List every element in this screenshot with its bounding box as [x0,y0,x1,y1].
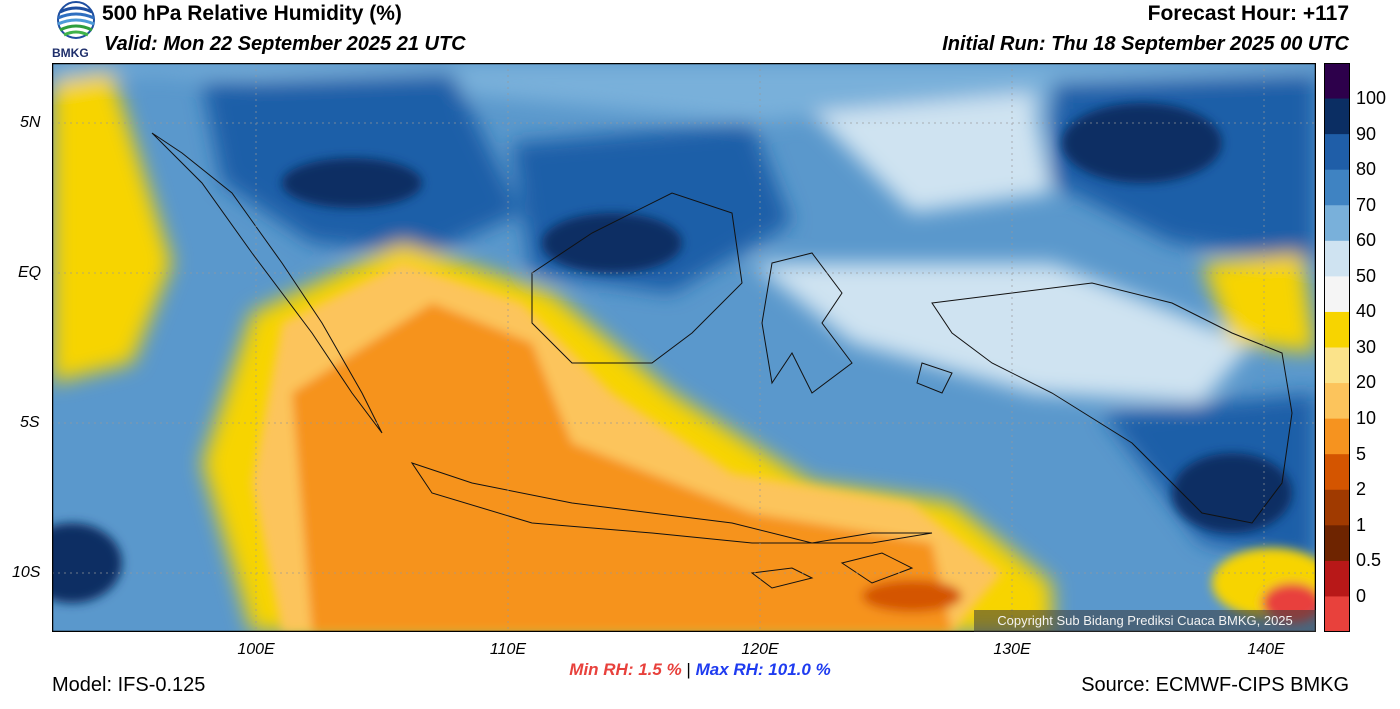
lon-label-120e: 120E [741,641,779,658]
colorbar-segment [1324,311,1350,348]
colorbar-segment [1324,560,1350,597]
colorbar [1324,63,1350,632]
colorbar-segment [1324,418,1350,455]
colorbar-label: 30 [1356,337,1377,357]
colorbar-segment [1324,169,1350,206]
colorbar-segment [1324,525,1350,562]
colorbar-label: 10 [1356,408,1377,428]
logo-text: BMKG [52,46,89,60]
lon-label-110e: 110E [489,641,527,658]
stats-separator: | [686,660,691,679]
chart-title: 500 hPa Relative Humidity (%) [102,2,402,25]
min-rh: Min RH: 1.5 % [569,660,682,679]
lat-label-10s: 10S [12,564,41,581]
max-rh: Max RH: 101.0 % [695,660,831,679]
colorbar-label: 0 [1356,586,1367,606]
colorbar-label: 1 [1356,515,1367,535]
colorbar-label: 50 [1356,266,1377,286]
forecast-hour: Forecast Hour: +117 [1147,2,1349,25]
colorbar-label: 2 [1356,479,1367,499]
rh-stats: Min RH: 1.5 % | Max RH: 101.0 % [0,660,1400,680]
copyright-note: Copyright Sub Bidang Prediksi Cuaca BMKG… [974,610,1316,632]
lon-label-140e: 140E [1247,641,1285,658]
colorbar-segment [1324,98,1350,135]
colorbar-segment [1324,205,1350,242]
colorbar-segment [1324,489,1350,526]
data-source: Source: ECMWF-CIPS BMKG [1081,674,1349,696]
lat-label-eq: EQ [18,264,42,281]
colorbar-label: 90 [1356,124,1377,144]
model-name: Model: IFS-0.125 [52,674,206,696]
lat-label-5n: 5N [20,114,41,131]
colorbar-label: 100 [1356,88,1387,108]
valid-time: Valid: Mon 22 September 2025 21 UTC [104,33,466,55]
colorbar-segment [1324,276,1350,313]
colorbar-label: 60 [1356,230,1377,250]
colorbar-label: 20 [1356,372,1377,392]
bmkg-logo [57,1,95,39]
colorbar-label: 40 [1356,301,1377,321]
lat-label-5s: 5S [20,414,40,431]
humidity-map [52,63,1316,632]
colorbar-segment [1324,454,1350,491]
lon-label-130e: 130E [993,641,1031,658]
colorbar-segment [1324,383,1350,420]
colorbar-segment [1324,347,1350,384]
lon-label-100e: 100E [237,641,275,658]
colorbar-segment [1324,134,1350,171]
colorbar-label: 0.5 [1356,550,1382,570]
colorbar-segment [1324,63,1350,100]
colorbar-label: 5 [1356,444,1367,464]
colorbar-segment [1324,596,1350,632]
colorbar-label: 80 [1356,159,1377,179]
initial-run: Initial Run: Thu 18 September 2025 00 UT… [942,33,1349,55]
colorbar-segment [1324,240,1350,277]
colorbar-label: 70 [1356,195,1377,215]
